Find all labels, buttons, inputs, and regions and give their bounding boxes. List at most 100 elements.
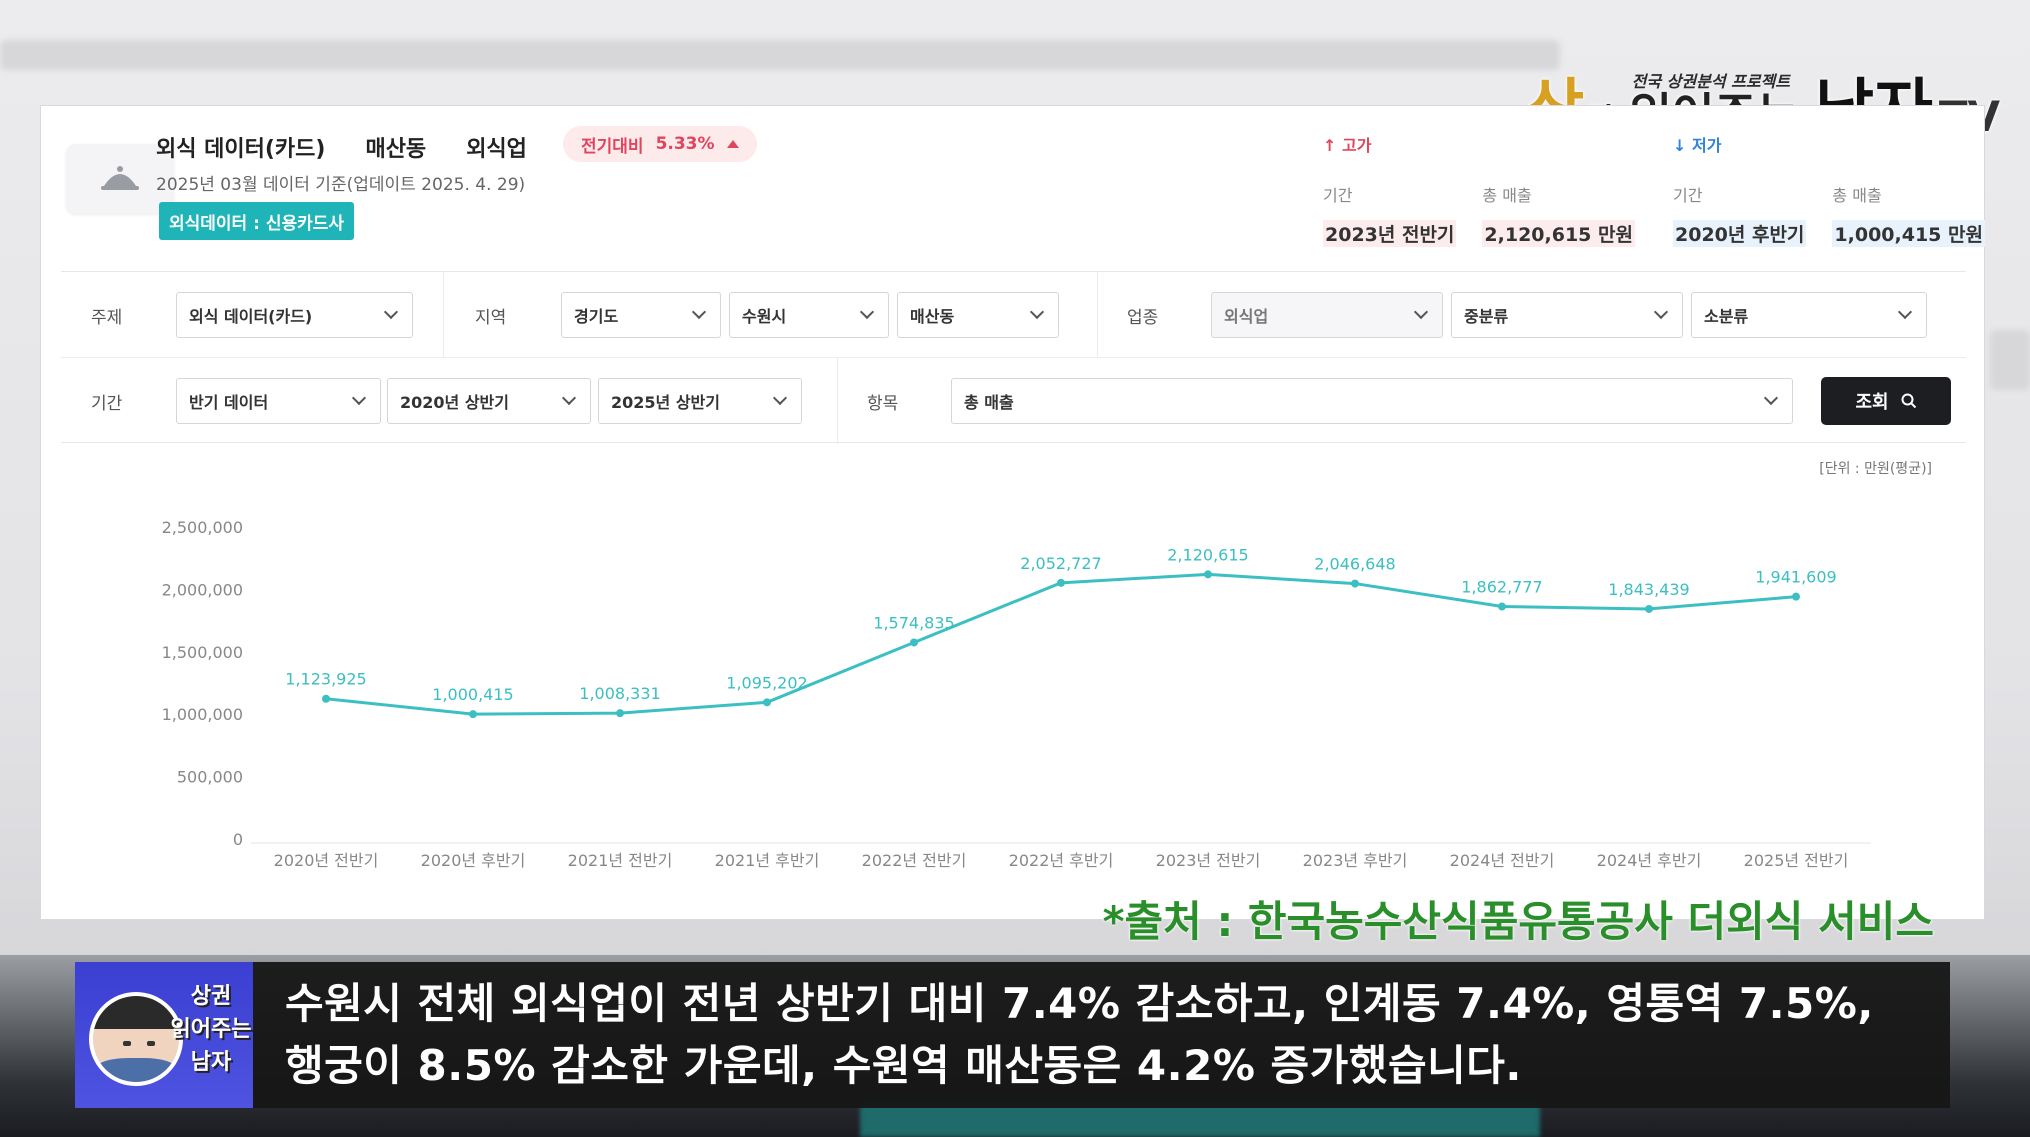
channel-logo: 전국 상권분석 프로젝트 상권 읽어주는 남자TV [1520, 36, 2000, 147]
data-point [616, 709, 624, 718]
x-tick-label: 2025년 전반기 [1744, 851, 1849, 870]
end-period-select[interactable]: 2025년 상반기 [598, 378, 802, 424]
data-label: 1,941,609 [1755, 568, 1836, 587]
city-select[interactable]: 수원시 [729, 292, 889, 338]
divider [837, 358, 838, 444]
high-title: ↑ 고가 [1323, 136, 1372, 155]
sub-category-value: 소분류 [1704, 307, 1749, 326]
x-tick-label: 2023년 후반기 [1303, 851, 1408, 870]
end-period-value: 2025년 상반기 [611, 393, 720, 412]
data-label: 1,862,777 [1461, 578, 1542, 597]
caption-text: 수원시 전체 외식업이 전년 상반기 대비 7.4% 감소하고, 인계동 7.4… [253, 973, 1874, 1097]
industry-value: 외식업 [1224, 307, 1269, 326]
lowest-summary: ↓ 저가 기간 2020년 후반기 총 매출 1,000,415 만원 [1673, 132, 1985, 247]
highest-summary: ↑ 고가 기간 2023년 전반기 총 매출 2,120,615 만원 [1323, 132, 1635, 247]
avatar-hair [93, 996, 179, 1029]
sales-line-chart: 2,500,000 2,000,000 1,500,000 1,000,000 500,… [162, 518, 1871, 870]
topic-select[interactable]: 외식 데이터(카드) [176, 292, 413, 338]
search-button[interactable]: 조회 [1821, 377, 1951, 425]
title-industry: 외식업 [466, 137, 527, 162]
data-label: 2,052,727 [1020, 554, 1101, 573]
avatar-text-1: 상권 [190, 984, 232, 1009]
topic-label: 주제 [91, 307, 123, 328]
logo-tagline: 전국 상권분석 프로젝트 [1631, 72, 1790, 91]
filter-row-1: 주제 외식 데이터(카드) 지역 경기도 수원시 매산동 업종 외식업 중분류 … [61, 272, 1966, 358]
data-label: 2,046,648 [1314, 555, 1395, 574]
search-button-label: 조회 [1855, 392, 1889, 413]
avatar-eye [123, 1041, 131, 1046]
mid-category-value: 중분류 [1464, 307, 1509, 326]
avatar-channel-text: 상권 읽어주는 남자 [169, 980, 253, 1079]
topic-value: 외식 데이터(카드) [189, 307, 313, 326]
data-label: 1,574,835 [873, 613, 954, 632]
data-point [763, 698, 771, 707]
x-tick-label: 2022년 후반기 [1009, 851, 1114, 870]
mid-category-select[interactable]: 중분류 [1451, 292, 1683, 338]
filter-row-2: 기간 반기 데이터 2020년 상반기 2025년 상반기 항목 총 매출 조회 [61, 358, 1966, 444]
x-tick-label: 2020년 전반기 [274, 851, 379, 870]
province-value: 경기도 [574, 307, 619, 326]
low-sales-label: 총 매출 [1832, 186, 1882, 205]
data-point [1645, 604, 1653, 613]
data-date: 2025년 03월 데이터 기준(업데이트 2025. 4. 29) [156, 175, 526, 195]
avatar-text-2: 읽어주는 [170, 1017, 252, 1042]
y-tick-label: 2,000,000 [162, 580, 243, 599]
low-period: 2020년 후반기 [1673, 220, 1807, 247]
data-point [1204, 570, 1212, 579]
dong-select[interactable]: 매산동 [897, 292, 1059, 338]
source-badge: 외식데이터 : 신용카드사 [159, 202, 355, 240]
avatar-face [89, 992, 183, 1086]
background-blur [1990, 330, 2030, 390]
industry-label: 업종 [1127, 307, 1159, 328]
province-select[interactable]: 경기도 [561, 292, 721, 338]
cloche-icon [66, 144, 174, 214]
high-period: 2023년 전반기 [1323, 220, 1457, 247]
subtitle-caption: 상권 읽어주는 남자 수원시 전체 외식업이 전년 상반기 대비 7.4% 감소… [75, 962, 1950, 1108]
host-avatar: 상권 읽어주는 남자 [75, 962, 253, 1108]
item-value: 총 매출 [964, 393, 1014, 412]
series-line [325, 572, 1797, 716]
data-label: 1,123,925 [285, 670, 366, 689]
y-tick-label: 1,000,000 [162, 705, 243, 724]
avatar-shirt [97, 1058, 175, 1082]
item-label: 항목 [867, 393, 899, 414]
caption-line-1: 수원시 전체 외식업이 전년 상반기 대비 7.4% 감소하고, 인계동 7.4… [285, 979, 1874, 1028]
start-period-select[interactable]: 2020년 상반기 [387, 378, 591, 424]
filter-panel: 주제 외식 데이터(카드) 지역 경기도 수원시 매산동 업종 외식업 중분류 … [61, 271, 1966, 444]
industry-select[interactable]: 외식업 [1211, 292, 1443, 338]
change-label: 전기대비 [581, 136, 644, 157]
title-dong: 매산동 [365, 137, 427, 162]
change-badge: 전기대비 5.33% [563, 126, 757, 162]
period-type-select[interactable]: 반기 데이터 [176, 378, 381, 424]
page-title: 외식 데이터(카드) 매산동 외식업 [156, 131, 567, 163]
data-label: 1,000,415 [432, 685, 513, 704]
divider [1097, 272, 1098, 357]
data-label: 1,095,202 [726, 673, 807, 692]
x-tick-label: 2020년 후반기 [421, 851, 526, 870]
change-value: 5.33% [655, 134, 715, 154]
x-tick-label: 2023년 전반기 [1156, 851, 1261, 870]
x-tick-label: 2024년 후반기 [1597, 851, 1702, 870]
unit-label: [단위 : 만원(평균)] [1819, 461, 1932, 477]
sub-category-select[interactable]: 소분류 [1691, 292, 1927, 338]
y-tick-label: 0 [233, 830, 243, 849]
data-label: 2,120,615 [1167, 545, 1248, 564]
caret-up-icon [726, 140, 739, 148]
avatar-text-3: 남자 [190, 1050, 232, 1075]
source-note: *출처 : 한국농수산식품유통공사 더외식 서비스 [1102, 897, 1934, 946]
title-topic: 외식 데이터(카드) [156, 137, 326, 162]
high-sales-label: 총 매출 [1482, 186, 1532, 205]
item-select[interactable]: 총 매출 [951, 378, 1793, 424]
magnifier-icon [1901, 393, 1916, 409]
low-title: ↓ 저가 [1673, 136, 1722, 155]
period-type-value: 반기 데이터 [189, 393, 269, 412]
x-tick-label: 2022년 전반기 [862, 851, 967, 870]
data-point [469, 710, 477, 719]
x-tick-label: 2021년 후반기 [715, 851, 820, 870]
high-period-label: 기간 [1323, 186, 1353, 205]
avatar-eye [147, 1041, 155, 1046]
data-point [322, 694, 330, 703]
period-label: 기간 [91, 393, 123, 414]
x-tick-label: 2024년 전반기 [1450, 851, 1555, 870]
y-tick-label: 2,500,000 [162, 518, 243, 537]
